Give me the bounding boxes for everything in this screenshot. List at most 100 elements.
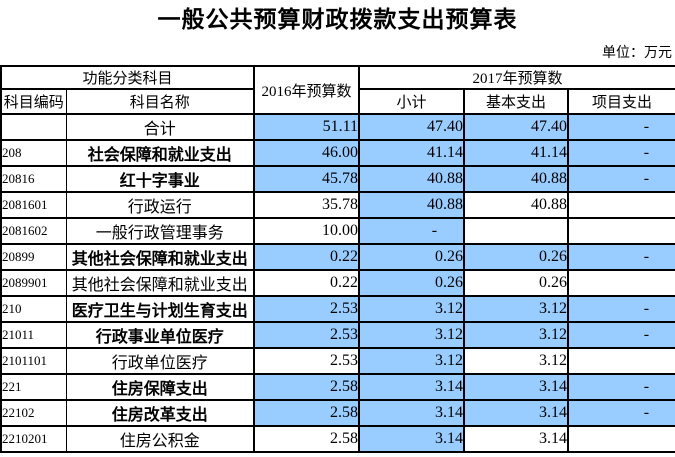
- value-cell: [567, 269, 675, 297]
- subject-name-cell: 社会保障和就业支出: [65, 139, 256, 167]
- value-cell: 3.14: [358, 399, 466, 427]
- subject-code-cell: 2081601: [0, 191, 67, 219]
- value-cell: -: [567, 165, 675, 193]
- value-cell: 2.58: [253, 399, 361, 427]
- value-cell: -: [567, 243, 675, 271]
- header-row-groups: 功能分类科目 2016年预算数 2017年预算数: [0, 65, 675, 115]
- value-cell: [567, 347, 675, 375]
- value-cell: -: [567, 139, 675, 167]
- value-cell: 3.14: [358, 373, 466, 401]
- value-cell: 0.26: [358, 243, 466, 271]
- subject-code-cell: 208: [0, 139, 67, 167]
- subject-name-cell: 一般行政管理事务: [65, 217, 256, 245]
- subject-name-cell: 其他社会保障和就业支出: [65, 243, 256, 271]
- table-row: 2081601 行政运行 35.78 40.88 40.88: [0, 191, 675, 219]
- subject-name-cell: 医疗卫生与计划生育支出: [65, 295, 256, 323]
- table-row: 2101101 行政单位医疗 2.53 3.12 3.12: [0, 347, 675, 375]
- value-cell: 40.88: [358, 165, 466, 193]
- subject-name-cell: 住房保障支出: [65, 373, 256, 401]
- subject-name-cell: 行政运行: [65, 191, 256, 219]
- budget-table: 功能分类科目 2016年预算数 2017年预算数 科目编码 科目名称 小计 基本…: [0, 65, 675, 453]
- value-cell: 0.26: [463, 243, 570, 271]
- header-2017-budget: 2017年预算数: [358, 65, 675, 90]
- value-cell: 41.14: [463, 139, 570, 167]
- value-cell: 3.12: [358, 321, 466, 349]
- subject-code-cell: 2101101: [0, 347, 67, 375]
- header-functional-classification: 功能分类科目: [0, 65, 256, 90]
- value-cell: 3.14: [463, 399, 570, 427]
- value-cell: [567, 191, 675, 219]
- subject-code-cell: 20816: [0, 165, 67, 193]
- value-cell: 3.14: [463, 373, 570, 401]
- header-subject-code: 科目编码: [0, 88, 67, 115]
- header-basic-expenditure: 基本支出: [463, 88, 570, 115]
- table-row: 2081602 一般行政管理事务 10.00-: [0, 217, 675, 245]
- value-cell: [463, 217, 570, 245]
- value-cell: 0.26: [463, 269, 570, 297]
- subject-code-cell: 2210201: [0, 425, 67, 453]
- value-cell: 10.00: [253, 217, 361, 245]
- value-cell: 0.22: [253, 243, 361, 271]
- value-cell: 46.00: [253, 139, 361, 167]
- subject-code-cell: 21011: [0, 321, 67, 349]
- value-cell: [567, 425, 675, 453]
- value-cell: 0.26: [358, 269, 466, 297]
- header-project-expenditure: 项目支出: [567, 88, 675, 115]
- table-row: 2210201 住房公积金 2.58 3.14 3.14: [0, 425, 675, 453]
- subject-code-cell: 210: [0, 295, 67, 323]
- value-cell: -: [567, 373, 675, 401]
- subject-name-cell: 住房公积金: [65, 425, 256, 453]
- subject-code-cell: 20899: [0, 243, 67, 271]
- value-cell: 2.53: [253, 321, 361, 349]
- value-cell: 40.88: [463, 165, 570, 193]
- table-row: 20899 其他社会保障和就业支出 0.22 0.26 0.26-: [0, 243, 675, 271]
- value-cell: 45.78: [253, 165, 361, 193]
- subject-name-cell: 红十字事业: [65, 165, 256, 193]
- value-cell: 3.14: [463, 425, 570, 453]
- value-cell: 3.12: [358, 295, 466, 323]
- header-subject-name: 科目名称: [65, 88, 256, 115]
- table-row: 20816 红十字事业 45.78 40.88 40.88-: [0, 165, 675, 193]
- value-cell: 41.14: [358, 139, 466, 167]
- page-title: 一般公共预算财政拨款支出预算表: [157, 7, 518, 32]
- value-cell: 51.11: [253, 113, 361, 141]
- subject-code-cell: 221: [0, 373, 67, 401]
- value-cell: 3.12: [463, 321, 570, 349]
- table-row: 合计 51.11 47.40 47.40-: [0, 113, 675, 141]
- value-cell: 47.40: [463, 113, 570, 141]
- subject-code-cell: 2081602: [0, 217, 67, 245]
- subject-name-cell: 住房改革支出: [65, 399, 256, 427]
- table-row: 22102 住房改革支出 2.58 3.14 3.14-: [0, 399, 675, 427]
- value-cell: 3.12: [358, 347, 466, 375]
- value-cell: 2.58: [253, 373, 361, 401]
- table-row: 21011 行政事业单位医疗 2.53 3.12 3.12-: [0, 321, 675, 349]
- value-cell: -: [567, 321, 675, 349]
- value-cell: 35.78: [253, 191, 361, 219]
- subject-name-cell: 行政事业单位医疗: [65, 321, 256, 349]
- subject-name-cell: 合计: [65, 113, 256, 141]
- value-cell: -: [358, 217, 466, 245]
- table-row: 210 医疗卫生与计划生育支出 2.53 3.12 3.12-: [0, 295, 675, 323]
- value-cell: 3.14: [358, 425, 466, 453]
- subject-code-cell: 2089901: [0, 269, 67, 297]
- header-2016-budget: 2016年预算数: [253, 65, 361, 115]
- table-row: 2089901 其他社会保障和就业支出 0.22 0.26 0.26: [0, 269, 675, 297]
- value-cell: -: [567, 113, 675, 141]
- subject-name-cell: 其他社会保障和就业支出: [65, 269, 256, 297]
- value-cell: 40.88: [463, 191, 570, 219]
- subject-name-cell: 行政单位医疗: [65, 347, 256, 375]
- value-cell: 0.22: [253, 269, 361, 297]
- value-cell: 3.12: [463, 295, 570, 323]
- subject-code-cell: 22102: [0, 399, 67, 427]
- table-row: 208 社会保障和就业支出 46.00 41.14 41.14-: [0, 139, 675, 167]
- header-subtotal: 小计: [358, 88, 466, 115]
- value-cell: 2.53: [253, 295, 361, 323]
- budget-table-header: 功能分类科目 2016年预算数 2017年预算数 科目编码 科目名称 小计 基本…: [0, 65, 675, 115]
- value-cell: 3.12: [463, 347, 570, 375]
- budget-table-body: 合计 51.11 47.40 47.40-208 社会保障和就业支出 46.00 41.14…: [0, 113, 675, 453]
- value-cell: 2.58: [253, 425, 361, 453]
- value-cell: -: [567, 399, 675, 427]
- unit-label: 单位：万元: [602, 46, 672, 61]
- value-cell: 40.88: [358, 191, 466, 219]
